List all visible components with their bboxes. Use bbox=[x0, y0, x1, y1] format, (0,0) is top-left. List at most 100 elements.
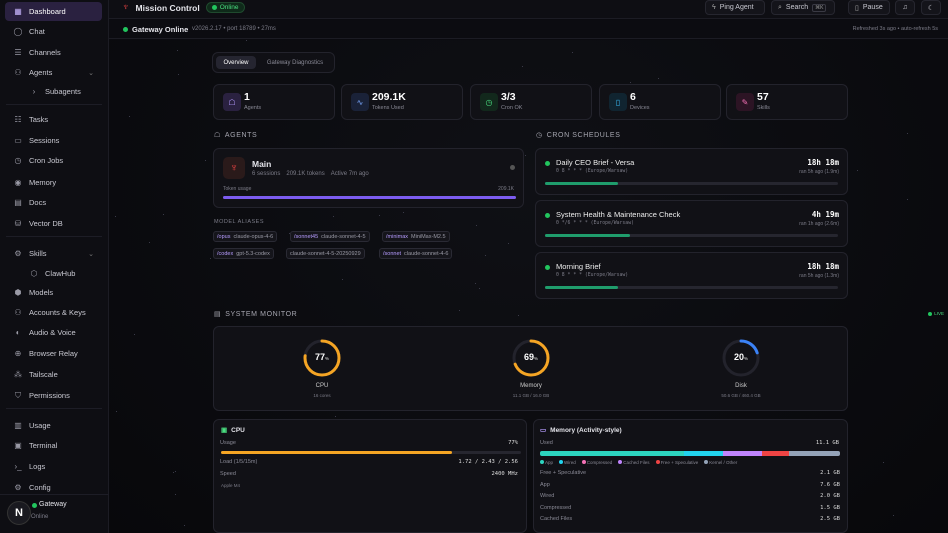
stat-label: Devices bbox=[630, 105, 650, 111]
model-alias-chip[interactable]: /sonnet45 claude-sonnet-4-5 bbox=[290, 231, 370, 242]
sidebar-item-models[interactable]: ⬢ Models bbox=[5, 283, 102, 302]
background-star bbox=[288, 232, 290, 234]
stat-card-cron-ok[interactable]: ◷ 3/3 Cron OK bbox=[470, 84, 592, 120]
cron-job-card[interactable]: System Health & Maintenance Check 0 */6 *… bbox=[535, 200, 848, 247]
sidebar-item-agents[interactable]: ⚇ Agents ⌄ bbox=[5, 63, 102, 82]
sidebar-item-channels[interactable]: ☰ Channels bbox=[5, 43, 102, 62]
background-star bbox=[657, 77, 659, 79]
clock-icon: ◷ bbox=[480, 93, 498, 111]
refresh-status: Refreshed 3s ago • auto-refresh 5s bbox=[852, 26, 938, 32]
sidebar-item-clawhub[interactable]: ⬡ ClawHub bbox=[5, 264, 102, 283]
pause-button[interactable]: ▯ Pause bbox=[848, 0, 890, 15]
gauge-label: CPU bbox=[315, 383, 329, 389]
agent-card-main[interactable]: ♆ Main 6 sessions 209.1K tokens Active 7m … bbox=[213, 148, 524, 208]
cron-progress-bar bbox=[545, 182, 838, 185]
sidebar-item-label: Models bbox=[29, 288, 54, 297]
sidebar-item-docs[interactable]: ▤ Docs bbox=[5, 193, 102, 212]
sidebar-item-label: Tasks bbox=[29, 115, 49, 124]
gauge-value: 20% bbox=[733, 352, 749, 362]
sidebar-item-tasks[interactable]: ☷ Tasks bbox=[5, 110, 102, 129]
background-star bbox=[332, 216, 334, 218]
sidebar-item-config[interactable]: ⚙ Config bbox=[5, 478, 102, 497]
sidebar-item-subagents[interactable]: › Subagents bbox=[5, 82, 102, 101]
theme-toggle-button[interactable]: ☾ bbox=[921, 0, 941, 15]
status-badge: Online bbox=[205, 2, 245, 13]
sidebar-item-dashboard[interactable]: ▦ Dashboard bbox=[5, 2, 102, 21]
model-alias-chip[interactable]: /codex gpt-5.3-codex bbox=[213, 248, 274, 259]
users-icon: ⚇ bbox=[14, 308, 22, 317]
memory-row: App 7.6 GB bbox=[540, 481, 840, 488]
sidebar-item-permissions[interactable]: ⛉ Permissions bbox=[5, 386, 102, 405]
model-alias-chip[interactable]: /minimax MiniMax-M2.5 bbox=[382, 231, 450, 242]
background-star bbox=[521, 65, 523, 67]
logs-icon: ›_ bbox=[14, 462, 22, 471]
online-dot bbox=[32, 503, 37, 508]
sidebar-item-skills[interactable]: ⚙ Skills ⌄ bbox=[5, 244, 102, 263]
cron-schedule: 0 */6 * * * (Europe/Warsaw) bbox=[556, 221, 634, 226]
background-star bbox=[246, 40, 248, 42]
cpu-icon: ▣ bbox=[221, 427, 228, 434]
legend-item: Free + Speculative bbox=[655, 460, 698, 465]
tab-gateway-diagnostics[interactable]: Gateway Diagnostics bbox=[266, 59, 324, 66]
cron-countdown: 18h 18m bbox=[807, 262, 839, 271]
search-button[interactable]: ⌕ Search ⌘K bbox=[771, 0, 835, 15]
legend-item: Kernel / Other bbox=[704, 460, 737, 465]
bot-icon: ☖ bbox=[214, 132, 221, 139]
stat-card-tokens-used[interactable]: ∿ 209.1K Tokens Used bbox=[341, 84, 463, 120]
system-monitor-card: 77% CPU 16 cores 69% Memory 11.1 GB / 16.0 GB… bbox=[213, 326, 848, 411]
sidebar-item-label: Sessions bbox=[29, 136, 60, 145]
model-alias-chip[interactable]: /opus claude-opus-4-6 bbox=[213, 231, 278, 242]
gauge-cpu: 77% CPU 16 cores bbox=[282, 337, 362, 407]
sidebar-item-vector-db[interactable]: ⛁ Vector DB bbox=[5, 214, 102, 233]
stat-card-agents[interactable]: ☖ 1 Agents bbox=[213, 84, 335, 120]
agent-status-dot bbox=[510, 165, 515, 170]
sidebar-item-browser-relay[interactable]: ⊕ Browser Relay bbox=[5, 344, 102, 363]
gateway-online-dot bbox=[123, 27, 128, 32]
sidebar-item-audio-voice[interactable]: ◐ Audio & Voice bbox=[5, 323, 102, 342]
chevron-down-icon[interactable]: ⌄ bbox=[88, 250, 94, 258]
gauge-label: Memory bbox=[520, 383, 542, 389]
background-star bbox=[630, 82, 632, 84]
lobster-logo-icon: ♆ bbox=[122, 2, 130, 13]
sidebar-item-logs[interactable]: ›_ Logs bbox=[5, 457, 102, 476]
cron-last-run: ran 5h ago (1.9m) bbox=[799, 169, 839, 175]
background-star bbox=[525, 155, 527, 157]
cron-job-name: System Health & Maintenance Check bbox=[556, 210, 681, 219]
cron-section-title: ◷ CRON SCHEDULES bbox=[536, 131, 621, 140]
sidebar-item-sessions[interactable]: ▭ Sessions bbox=[5, 131, 102, 150]
sidebar-item-accounts-keys[interactable]: ⚇ Accounts & Keys bbox=[5, 303, 102, 322]
gauge-value: 69% bbox=[523, 352, 539, 362]
sidebar-item-tailscale[interactable]: ⁂ Tailscale bbox=[5, 365, 102, 384]
notifications-button[interactable]: ♫ bbox=[895, 0, 915, 15]
stat-card-skills[interactable]: ✎ 57 Skills bbox=[726, 84, 848, 120]
sidebar-item-cron-jobs[interactable]: ◷ Cron Jobs bbox=[5, 151, 102, 170]
pause-icon: ▯ bbox=[855, 4, 859, 12]
models-icon: ⬢ bbox=[14, 288, 22, 297]
chevron-down-icon[interactable]: ⌄ bbox=[88, 69, 94, 77]
cron-status-dot bbox=[545, 265, 550, 270]
monitor-icon: ▤ bbox=[214, 311, 222, 318]
grid-icon: ▦ bbox=[14, 7, 22, 16]
search-icon: ⌕ bbox=[778, 3, 782, 11]
ping-agent-button[interactable]: ϟ Ping Agent bbox=[705, 0, 765, 15]
stat-label: Cron OK bbox=[501, 105, 523, 111]
sidebar-item-label: Tailscale bbox=[29, 370, 58, 379]
live-indicator: LIVE bbox=[928, 311, 944, 316]
sidebar-item-memory[interactable]: ◉ Memory bbox=[5, 173, 102, 192]
sidebar-item-usage[interactable]: ▥ Usage bbox=[5, 416, 102, 435]
background-star bbox=[162, 214, 164, 216]
memory-row: Compressed 1.5 GB bbox=[540, 504, 840, 511]
cpu-usage-bar bbox=[221, 451, 521, 454]
sidebar-item-terminal[interactable]: ▣ Terminal bbox=[5, 436, 102, 455]
sidebar-item-label: Dashboard bbox=[29, 7, 66, 16]
model-alias-chip[interactable]: /sonnet claude-sonnet-4-6 bbox=[379, 248, 453, 259]
alias-name: /minimax bbox=[386, 233, 409, 240]
cron-job-card[interactable]: Morning Brief 0 8 * * * (Europe/Warsaw) 18… bbox=[535, 252, 848, 299]
sidebar-item-chat[interactable]: ◯ Chat bbox=[5, 22, 102, 41]
sessions-icon: ▭ bbox=[14, 136, 22, 145]
gateway-footer[interactable]: N Gateway Online bbox=[0, 494, 109, 533]
model-alias-chip[interactable]: claude-sonnet-4-5-20250929 bbox=[286, 248, 365, 259]
stat-card-devices[interactable]: ▯ 6 Devices bbox=[599, 84, 721, 120]
tab-overview[interactable]: Overview bbox=[216, 56, 256, 69]
cron-job-card[interactable]: Daily CEO Brief - Versa 0 8 * * * (Europe… bbox=[535, 148, 848, 195]
